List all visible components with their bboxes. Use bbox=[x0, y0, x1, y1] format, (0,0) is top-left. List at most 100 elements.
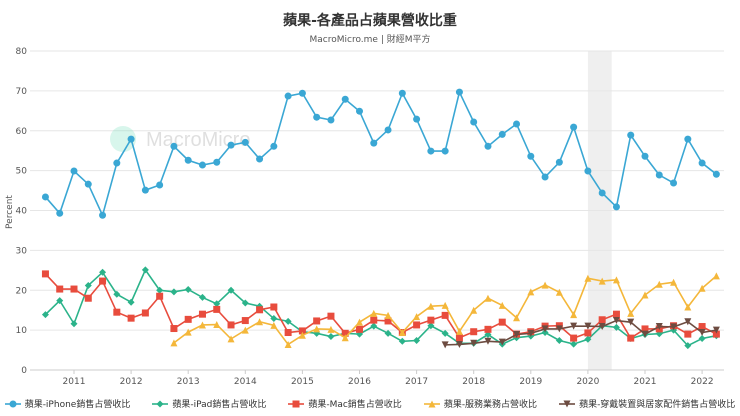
data-point bbox=[41, 193, 49, 201]
legend-label: 蘋果-穿戴裝置與居家配件銷售占營收比 bbox=[579, 400, 736, 410]
data-point bbox=[213, 321, 221, 329]
data-point bbox=[712, 272, 720, 280]
data-point bbox=[141, 186, 149, 194]
data-point bbox=[712, 326, 720, 334]
data-point bbox=[470, 306, 478, 314]
data-point bbox=[484, 325, 492, 333]
data-point bbox=[570, 340, 578, 348]
data-point bbox=[356, 325, 363, 333]
data-point bbox=[213, 305, 221, 313]
data-point bbox=[627, 318, 635, 326]
data-point bbox=[427, 316, 435, 324]
y-tick-label: 10 bbox=[16, 326, 28, 336]
data-point bbox=[270, 315, 278, 323]
legend-marker bbox=[9, 400, 17, 407]
data-point bbox=[441, 341, 449, 349]
data-point bbox=[298, 89, 306, 97]
data-point bbox=[555, 158, 563, 166]
data-point bbox=[384, 317, 392, 325]
data-point bbox=[398, 89, 406, 97]
series-line bbox=[44, 89, 717, 218]
series-line bbox=[445, 319, 717, 346]
legend-item[interactable]: 蘋果-iPhone銷售占營收比 bbox=[4, 397, 130, 410]
data-point bbox=[184, 156, 192, 164]
legend-item[interactable]: 蘋果-穿戴裝置與居家配件銷售占營收比 bbox=[559, 397, 735, 410]
data-point bbox=[370, 316, 378, 324]
data-point bbox=[113, 159, 121, 167]
series-0 bbox=[41, 88, 720, 219]
data-point bbox=[427, 322, 435, 330]
y-tick-label: 20 bbox=[16, 286, 28, 296]
data-point bbox=[513, 314, 521, 322]
data-point bbox=[698, 323, 706, 331]
y-tick-label: 0 bbox=[21, 366, 27, 376]
x-tick-label: 2022 bbox=[691, 377, 714, 387]
diamond-marker-icon bbox=[152, 400, 169, 407]
y-tick-label: 70 bbox=[16, 87, 28, 97]
data-point bbox=[541, 325, 549, 333]
data-point bbox=[141, 266, 149, 274]
legend-item[interactable]: 蘋果-Mac銷售占營收比 bbox=[288, 397, 402, 410]
triangle-up-marker-icon bbox=[423, 400, 440, 407]
data-point bbox=[313, 113, 321, 121]
data-point bbox=[527, 288, 535, 296]
data-point bbox=[641, 325, 649, 333]
data-point bbox=[513, 331, 521, 339]
data-point bbox=[370, 309, 378, 317]
data-point bbox=[498, 301, 506, 309]
data-point bbox=[398, 329, 406, 337]
data-point bbox=[99, 268, 107, 276]
data-point bbox=[270, 142, 278, 150]
data-point bbox=[441, 329, 449, 337]
x-tick-label: 2015 bbox=[291, 377, 314, 387]
y-tick-label: 60 bbox=[16, 127, 28, 137]
data-point bbox=[570, 334, 578, 342]
data-point bbox=[270, 303, 278, 311]
data-point bbox=[141, 309, 149, 317]
legend-marker bbox=[292, 400, 300, 407]
series-4 bbox=[441, 317, 720, 349]
data-point bbox=[584, 329, 592, 337]
data-point bbox=[184, 315, 192, 323]
data-point bbox=[113, 290, 121, 298]
data-point bbox=[627, 309, 635, 317]
legend-label: 蘋果-服務業務占營收比 bbox=[443, 400, 538, 410]
data-point bbox=[227, 286, 235, 294]
legend-item[interactable]: 蘋果-服務業務占營收比 bbox=[423, 397, 538, 410]
data-point bbox=[213, 300, 221, 308]
x-tick-label: 2019 bbox=[519, 377, 542, 387]
x-tick-label: 2013 bbox=[177, 377, 200, 387]
data-point bbox=[127, 298, 135, 306]
data-point bbox=[455, 340, 463, 348]
data-point bbox=[241, 138, 249, 146]
data-point bbox=[670, 323, 678, 331]
data-point bbox=[84, 294, 92, 302]
data-point bbox=[470, 328, 478, 336]
data-point bbox=[70, 320, 78, 328]
data-point bbox=[441, 311, 449, 319]
data-point bbox=[470, 339, 478, 347]
x-tick-label: 2021 bbox=[634, 377, 657, 387]
data-point bbox=[484, 294, 492, 302]
data-point bbox=[484, 337, 492, 345]
legend-marker bbox=[563, 400, 571, 407]
legend-label: 蘋果-Mac銷售占營收比 bbox=[308, 400, 402, 410]
data-point bbox=[655, 171, 663, 179]
data-point bbox=[655, 323, 663, 331]
data-point bbox=[684, 303, 692, 311]
series-1 bbox=[41, 266, 720, 350]
data-point bbox=[213, 158, 221, 166]
data-point bbox=[612, 317, 620, 325]
data-point bbox=[584, 322, 592, 330]
legend-item[interactable]: 蘋果-iPad銷售占營收比 bbox=[152, 397, 266, 410]
data-point bbox=[712, 330, 720, 338]
x-tick-label: 2012 bbox=[120, 377, 143, 387]
data-point bbox=[598, 277, 606, 285]
data-point bbox=[655, 280, 663, 288]
data-point bbox=[56, 209, 64, 217]
x-tick-label: 2016 bbox=[348, 377, 371, 387]
data-point bbox=[241, 326, 249, 334]
data-point bbox=[84, 281, 92, 289]
data-point bbox=[627, 131, 635, 139]
data-point bbox=[384, 126, 392, 134]
